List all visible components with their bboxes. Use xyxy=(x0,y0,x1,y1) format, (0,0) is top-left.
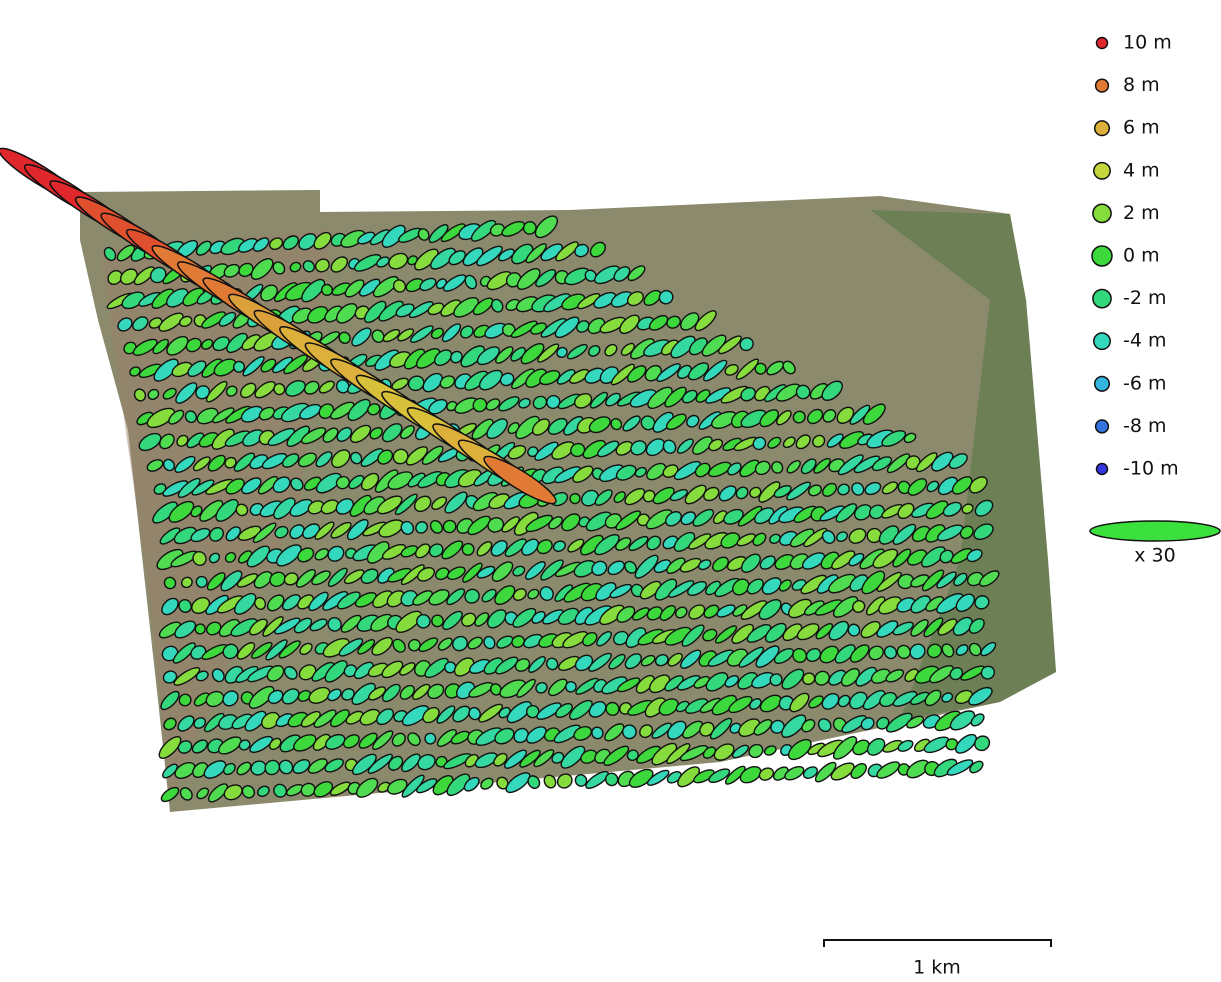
legend-label: 8 m xyxy=(1123,74,1160,96)
legend-label: 0 m xyxy=(1123,245,1160,267)
legend-swatch xyxy=(1097,38,1108,49)
scale-bar-label: 1 km xyxy=(913,957,961,979)
legend-swatch xyxy=(1093,290,1111,308)
legend-label: -8 m xyxy=(1123,415,1167,437)
legend-label: 6 m xyxy=(1123,117,1160,139)
scale-ellipse-label: x 30 xyxy=(1134,545,1175,567)
legend: 10 m 8 m 6 m 4 m 2 m 0 m -2 m -4 m -6 m -8 m -10 m… xyxy=(1090,32,1220,567)
legend-swatch xyxy=(1096,420,1109,433)
scale-bar-line xyxy=(824,940,1051,947)
camera-error-map: 10 m 8 m 6 m 4 m 2 m 0 m -2 m -4 m -6 m -8 m -10 m… xyxy=(0,0,1221,982)
legend-label: -2 m xyxy=(1123,287,1167,309)
legend-label: -6 m xyxy=(1123,372,1167,394)
legend-swatch xyxy=(1093,204,1111,222)
legend-label: -10 m xyxy=(1123,458,1179,480)
legend-swatch xyxy=(1094,163,1110,179)
legend-swatch xyxy=(1092,246,1112,266)
page: 10 m 8 m 6 m 4 m 2 m 0 m -2 m -4 m -6 m -8 m -10 m… xyxy=(0,0,1221,982)
scale-bar: 1 km xyxy=(824,940,1051,979)
legend-label: 10 m xyxy=(1123,32,1172,54)
legend-swatch xyxy=(1095,377,1110,392)
legend-label: -4 m xyxy=(1123,330,1167,352)
legend-swatch xyxy=(1095,121,1110,136)
legend-label: 4 m xyxy=(1123,159,1160,181)
legend-label: 2 m xyxy=(1123,202,1160,224)
legend-swatch xyxy=(1094,333,1110,349)
scale-ellipse xyxy=(1090,521,1220,541)
legend-swatch xyxy=(1096,79,1109,92)
legend-swatch xyxy=(1097,464,1108,475)
error-ellipse xyxy=(783,764,806,783)
